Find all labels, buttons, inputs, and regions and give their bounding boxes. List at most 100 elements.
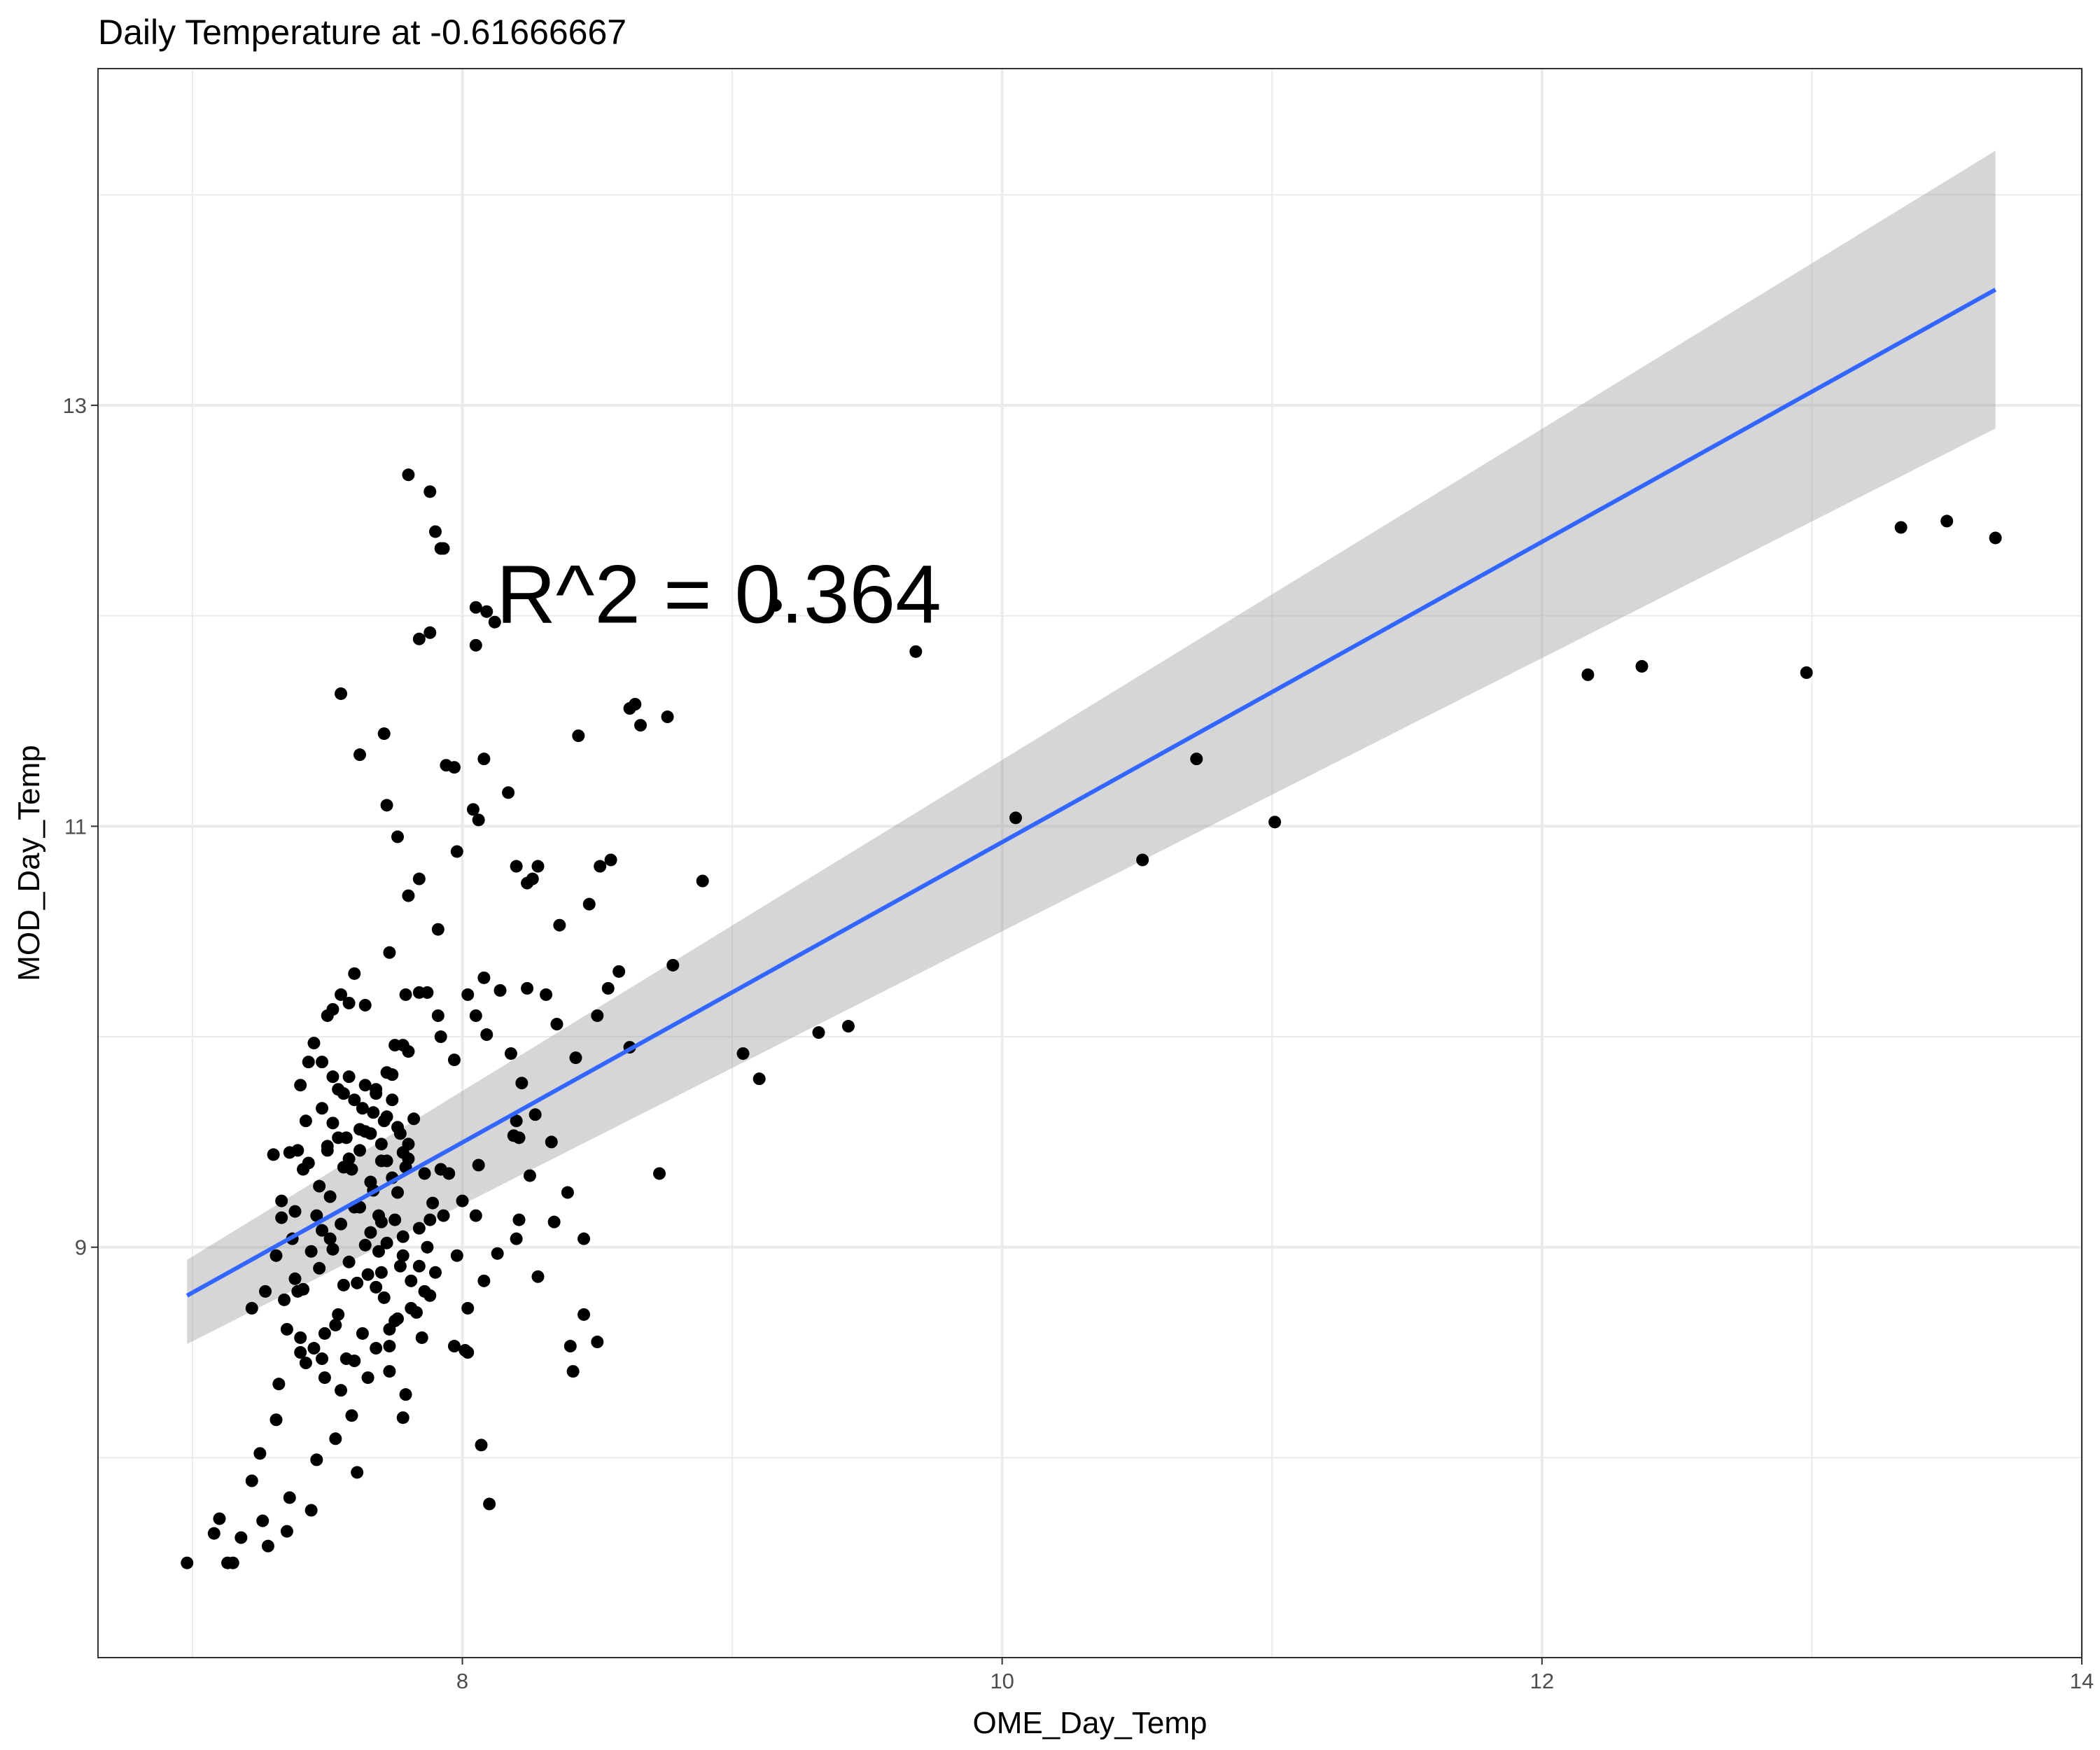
data-point xyxy=(461,988,475,1001)
data-point xyxy=(545,1135,558,1149)
data-point xyxy=(428,1266,442,1279)
data-point xyxy=(348,967,361,980)
data-point xyxy=(812,1026,825,1040)
data-point xyxy=(377,727,391,741)
data-point xyxy=(364,1226,377,1239)
data-point xyxy=(396,1249,410,1262)
data-point xyxy=(472,813,485,827)
data-point xyxy=(391,1312,404,1325)
data-point xyxy=(313,1261,326,1275)
data-point xyxy=(361,1268,374,1281)
data-point xyxy=(313,1180,326,1193)
data-point xyxy=(299,1357,312,1370)
data-point xyxy=(374,1266,388,1279)
x-axis-label: OME_Day_Temp xyxy=(972,1706,1207,1740)
data-point xyxy=(358,1079,372,1092)
data-point xyxy=(437,542,450,555)
data-point xyxy=(1940,514,1954,528)
data-point xyxy=(383,1365,396,1378)
data-point xyxy=(323,1232,337,1245)
data-point xyxy=(283,1146,296,1159)
data-point xyxy=(461,1301,475,1315)
data-point xyxy=(280,1322,293,1336)
data-point xyxy=(540,988,553,1001)
data-point xyxy=(351,1466,364,1479)
data-point xyxy=(245,1301,258,1315)
data-point xyxy=(278,1293,291,1306)
data-point xyxy=(304,1504,318,1517)
data-point xyxy=(399,1388,412,1401)
data-point xyxy=(1989,531,2002,545)
data-point xyxy=(316,1224,329,1237)
data-point xyxy=(469,1009,482,1022)
plot-panel-border xyxy=(97,68,2082,1658)
data-point xyxy=(402,468,415,482)
data-point xyxy=(380,1066,393,1079)
data-point xyxy=(297,1163,310,1176)
data-point xyxy=(442,1167,456,1180)
data-point xyxy=(380,1110,393,1124)
data-point xyxy=(528,1108,542,1121)
data-point xyxy=(477,1274,491,1287)
data-point xyxy=(326,1242,340,1256)
data-point xyxy=(358,998,372,1011)
data-point xyxy=(302,1056,315,1069)
data-point xyxy=(752,1072,766,1086)
data-point xyxy=(396,1230,410,1243)
data-point xyxy=(653,1167,666,1180)
data-point xyxy=(299,1114,312,1128)
data-point xyxy=(358,1238,372,1252)
data-point xyxy=(569,1051,582,1065)
data-point xyxy=(629,698,642,710)
data-point xyxy=(326,1116,340,1130)
data-point xyxy=(431,923,444,936)
y-tick-label: 13 xyxy=(63,393,87,418)
data-point xyxy=(477,752,491,766)
data-point xyxy=(431,1009,444,1022)
data-point xyxy=(769,598,782,612)
data-point xyxy=(512,1213,526,1226)
data-point xyxy=(1009,811,1022,825)
data-point xyxy=(399,988,412,1001)
data-point xyxy=(213,1512,226,1525)
x-tick-label: 12 xyxy=(1530,1669,1554,1693)
data-point xyxy=(310,1209,323,1222)
data-point xyxy=(421,986,434,999)
data-point xyxy=(383,1322,396,1336)
data-point xyxy=(447,1340,461,1353)
data-point xyxy=(461,1346,475,1359)
data-point xyxy=(316,1102,329,1115)
y-axis-label: MOD_Day_Temp xyxy=(12,745,46,981)
data-point xyxy=(283,1491,296,1504)
data-point xyxy=(491,1247,504,1260)
data-point xyxy=(407,1112,421,1126)
data-point xyxy=(550,1018,564,1031)
data-point xyxy=(337,1278,350,1292)
data-point xyxy=(316,1352,329,1366)
data-point xyxy=(383,946,396,959)
data-point xyxy=(370,1083,383,1096)
data-point xyxy=(267,1148,280,1161)
data-point xyxy=(393,1259,407,1273)
data-point xyxy=(374,1215,388,1228)
data-point xyxy=(351,1276,364,1289)
data-point xyxy=(421,1240,434,1254)
data-point xyxy=(510,1232,523,1245)
data-point xyxy=(634,719,648,732)
data-point xyxy=(323,1190,337,1203)
data-point xyxy=(329,1432,342,1446)
data-point xyxy=(335,1384,348,1397)
data-point xyxy=(466,803,479,816)
data-point xyxy=(475,1438,488,1452)
fit-line-layer xyxy=(186,288,1997,1298)
data-point xyxy=(450,1249,463,1262)
data-point xyxy=(226,1556,239,1569)
data-point xyxy=(310,1453,323,1466)
data-point xyxy=(601,981,615,995)
data-point xyxy=(1190,752,1203,766)
data-point xyxy=(1800,666,1813,679)
data-point xyxy=(504,1047,517,1060)
data-point xyxy=(412,1259,426,1273)
data-point xyxy=(377,1291,391,1304)
